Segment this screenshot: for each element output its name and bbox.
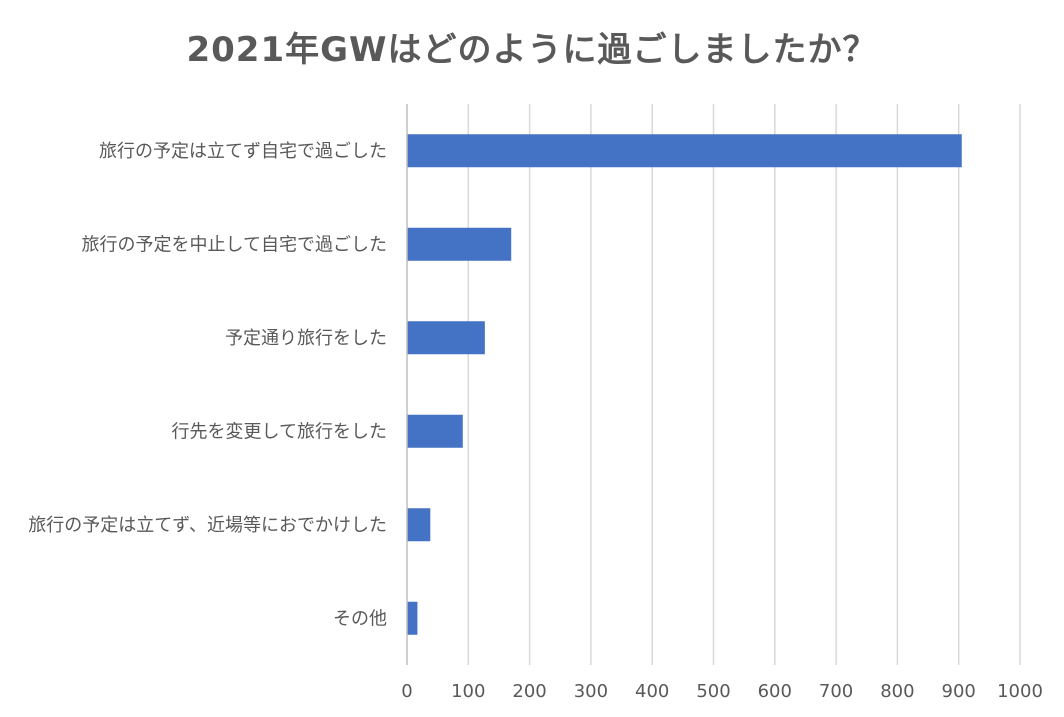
bar <box>407 601 418 635</box>
x-tick-label: 300 <box>574 681 608 702</box>
x-tick-label: 400 <box>635 681 669 702</box>
x-tick-label: 600 <box>758 681 792 702</box>
category-label: 予定通り旅行をした <box>225 328 387 349</box>
x-tick-label: 200 <box>512 681 546 702</box>
chart-title: 2021年GWはどのように過ごしましたか？ <box>186 30 878 70</box>
bar <box>407 134 962 168</box>
category-label: 旅行の予定を中止して自宅で過ごした <box>82 234 387 255</box>
labels: 0 100 200 300 400 500 600 700 800 900 1000 旅行の予定は立て… <box>28 141 1043 702</box>
x-tick-label: 100 <box>451 681 485 702</box>
x-tick-label: 900 <box>942 681 976 702</box>
x-tick-label: 0 <box>401 681 412 702</box>
category-label: 旅行の予定は立てず自宅で過ごした <box>99 141 387 162</box>
x-tick-label: 500 <box>696 681 730 702</box>
x-tick-label: 800 <box>880 681 914 702</box>
x-tick-label: 1000 <box>997 681 1043 702</box>
bar <box>407 321 485 355</box>
bar <box>407 508 431 542</box>
category-label: 行先を変更して旅行をした <box>172 421 387 442</box>
category-label: 旅行の予定は立てず、近場等におでかけした <box>28 515 387 536</box>
bar <box>407 414 463 448</box>
bar <box>407 227 512 261</box>
bars <box>407 134 962 635</box>
x-tick-label: 700 <box>819 681 853 702</box>
category-label: その他 <box>333 608 387 629</box>
gridlines <box>467 104 1021 665</box>
